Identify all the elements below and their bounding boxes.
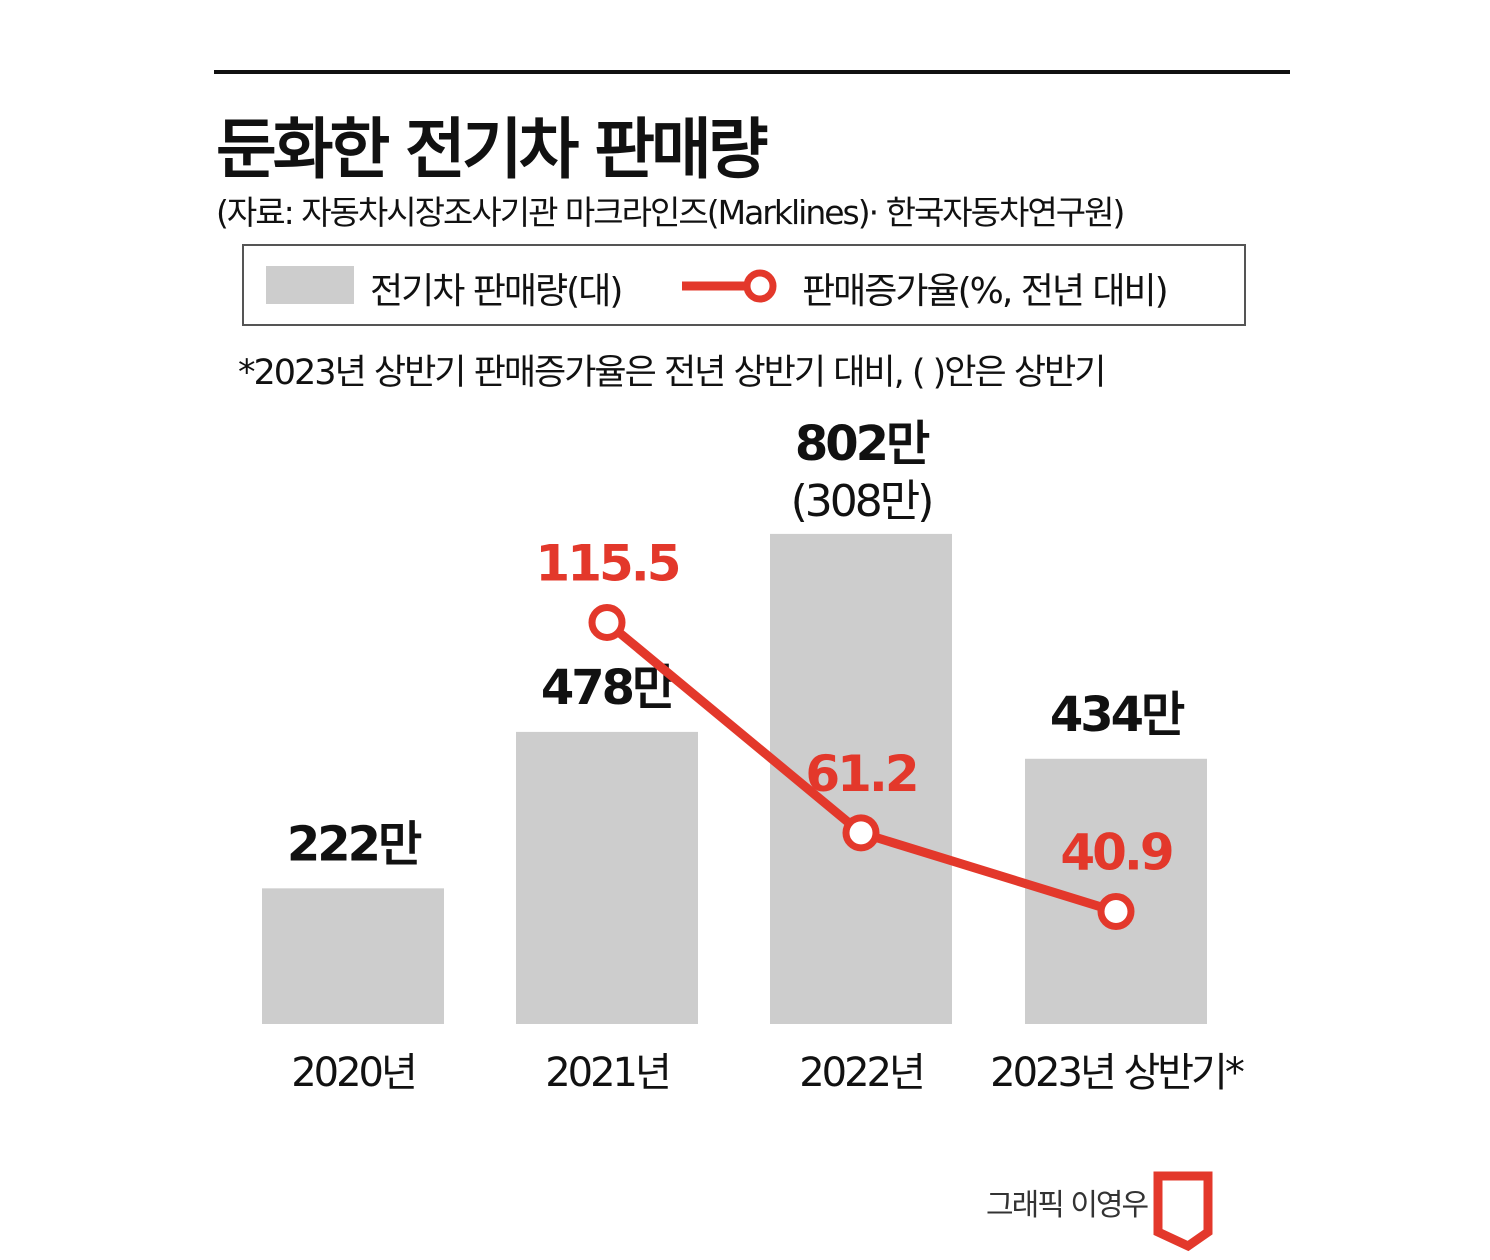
bar-0: [262, 888, 444, 1024]
x-tick-label-3: 2023년 상반기*: [990, 1050, 1244, 1096]
legend: 전기차 판매량(대) 판매증가율(%, 전년 대비): [242, 244, 1246, 326]
top-rule: [214, 70, 1290, 74]
bar-label-0: 222만: [287, 816, 422, 872]
legend-bar-swatch: [266, 266, 354, 304]
legend-line-marker-icon: [682, 269, 777, 303]
bar-label-3: 434만: [1050, 687, 1185, 743]
legend-line-label: 판매증가율(%, 전년 대비): [802, 271, 1169, 312]
x-tick-label-2: 2022년: [799, 1050, 923, 1096]
footnote: *2023년 상반기 판매증가율은 전년 상반기 대비, ( )안은 상반기: [238, 353, 1106, 393]
bar-1: [516, 731, 698, 1024]
source-note: (자료: 자동차시장조사기관 마크라인즈(Marklines)· 한국자동차연구…: [216, 193, 1125, 232]
legend-bar-label: 전기차 판매량(대): [370, 271, 623, 312]
chart-title: 둔화한 전기차 판매량: [216, 111, 768, 188]
line-point-3: [1097, 893, 1135, 931]
line-label-1: 115.5: [535, 534, 678, 592]
line-point-1: [588, 603, 626, 641]
publisher-logo-icon: [1153, 1171, 1213, 1252]
x-tick-label-0: 2020년: [291, 1050, 415, 1096]
bar-label-2: 802만: [795, 416, 930, 472]
combo-chart: 222만 2020년 478만 2021년 (308만)802만 2022년 434만 202…: [262, 416, 1247, 1096]
graphic-credit: 그래픽 이영우: [986, 1188, 1149, 1223]
line-label-3: 40.9: [1060, 824, 1172, 882]
bar-label-1: 478만: [541, 660, 676, 716]
line-label-2: 61.2: [805, 745, 916, 803]
x-tick-label-1: 2021년: [545, 1050, 669, 1096]
line-point-2: [842, 814, 880, 852]
bar-sublabel-2: (308만): [791, 476, 932, 527]
